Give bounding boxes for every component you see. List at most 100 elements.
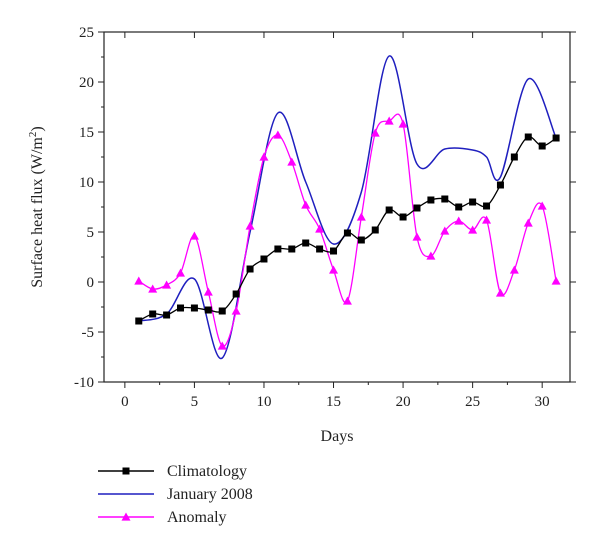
data-point-anomaly <box>189 231 199 240</box>
legend-marker-anomaly <box>121 512 131 521</box>
data-point-climatology <box>204 306 212 314</box>
data-point-climatology <box>552 134 560 142</box>
data-point-climatology <box>330 247 338 255</box>
y-axis-title-close: ) <box>29 126 46 131</box>
y-tick-label: -5 <box>82 325 95 341</box>
data-point-anomaly <box>259 152 269 161</box>
data-point-climatology <box>510 153 518 161</box>
data-point-climatology <box>538 142 546 150</box>
data-point-anomaly <box>273 130 283 139</box>
legend: Climatology January 2008 Anomaly <box>98 463 253 526</box>
data-point-climatology <box>232 290 240 298</box>
data-point-anomaly <box>342 296 352 305</box>
data-point-climatology <box>135 317 143 325</box>
series-climatology <box>135 133 560 325</box>
data-point-climatology <box>524 133 532 141</box>
y-tick-label: 15 <box>79 125 94 141</box>
data-point-climatology <box>357 236 365 244</box>
data-point-anomaly <box>301 200 311 209</box>
data-point-anomaly <box>482 215 492 224</box>
legend-label-january-2008: January 2008 <box>167 486 253 503</box>
data-point-anomaly <box>495 288 505 297</box>
data-point-anomaly <box>245 221 255 230</box>
data-point-anomaly <box>412 232 422 241</box>
data-point-anomaly <box>370 128 380 137</box>
data-point-climatology <box>427 196 435 204</box>
data-point-anomaly <box>440 226 450 235</box>
data-point-anomaly <box>384 116 394 125</box>
data-point-anomaly <box>398 119 408 128</box>
data-point-climatology <box>218 307 226 315</box>
x-axis-title: Days <box>321 428 354 445</box>
y-axis-title-main: Surface heat flux (W/m <box>29 137 46 288</box>
data-point-anomaly <box>537 201 547 210</box>
data-point-anomaly <box>287 157 297 166</box>
data-point-climatology <box>399 213 407 221</box>
data-point-anomaly <box>468 225 478 234</box>
data-point-climatology <box>177 304 185 312</box>
legend-item-january-2008: January 2008 <box>98 486 253 503</box>
legend-marker-climatology <box>122 467 130 475</box>
data-point-climatology <box>302 239 310 247</box>
data-point-climatology <box>288 245 296 253</box>
plot-border <box>103 31 571 383</box>
x-tick-label: 20 <box>396 394 411 410</box>
series-layer <box>134 55 561 359</box>
data-point-anomaly <box>356 212 366 221</box>
data-point-anomaly <box>426 251 436 260</box>
x-tick-label: 25 <box>465 394 480 410</box>
data-point-climatology <box>260 255 268 263</box>
y-tick-label: 25 <box>79 25 94 41</box>
data-point-climatology <box>190 304 198 312</box>
data-point-anomaly <box>148 284 158 293</box>
data-point-anomaly <box>162 280 172 289</box>
data-point-anomaly <box>231 306 241 315</box>
data-point-climatology <box>343 229 351 237</box>
legend-item-climatology: Climatology <box>98 463 247 480</box>
data-point-climatology <box>274 245 282 253</box>
y-axis-title: Surface heat flux (W/m2) <box>27 126 46 287</box>
y-tick-label: 0 <box>87 275 95 291</box>
series-line-january-2008 <box>138 55 557 359</box>
data-point-anomaly <box>523 218 533 227</box>
series-january-2008 <box>138 55 557 359</box>
axis-layer: 0 5 10 15 20 25 30 -10 -5 0 5 10 15 20 25 <box>74 25 576 410</box>
data-point-climatology <box>163 311 171 319</box>
data-point-anomaly <box>176 268 186 277</box>
data-point-anomaly <box>509 265 519 274</box>
data-point-anomaly <box>134 276 144 285</box>
legend-label-climatology: Climatology <box>167 463 247 480</box>
data-point-climatology <box>469 198 477 206</box>
y-tick-label: -10 <box>74 375 94 391</box>
data-point-climatology <box>483 202 491 210</box>
legend-item-anomaly: Anomaly <box>98 509 227 526</box>
plot-frame <box>103 31 571 383</box>
data-point-anomaly <box>329 265 339 274</box>
data-point-climatology <box>441 195 449 203</box>
y-tick-label: 5 <box>87 225 95 241</box>
x-tick-label: 0 <box>121 394 129 410</box>
y-tick-label: 10 <box>79 175 94 191</box>
data-point-climatology <box>246 265 254 273</box>
data-point-climatology <box>413 204 421 212</box>
data-point-anomaly <box>454 216 464 225</box>
data-point-climatology <box>371 226 379 234</box>
data-point-climatology <box>496 181 504 189</box>
data-point-anomaly <box>315 224 325 233</box>
data-point-climatology <box>385 206 393 214</box>
data-point-anomaly <box>203 287 213 296</box>
data-point-climatology <box>455 203 463 211</box>
data-point-anomaly <box>217 341 227 350</box>
x-tick-label: 15 <box>326 394 341 410</box>
data-point-climatology <box>149 310 157 318</box>
x-tick-label: 5 <box>191 394 199 410</box>
x-tick-label: 30 <box>535 394 550 410</box>
data-point-climatology <box>316 245 324 253</box>
y-tick-label: 20 <box>79 75 94 91</box>
data-point-anomaly <box>551 276 561 285</box>
x-tick-label: 10 <box>256 394 271 410</box>
legend-label-anomaly: Anomaly <box>167 509 227 526</box>
y-axis-title-sup: 2 <box>27 132 39 138</box>
series-anomaly <box>134 113 561 350</box>
